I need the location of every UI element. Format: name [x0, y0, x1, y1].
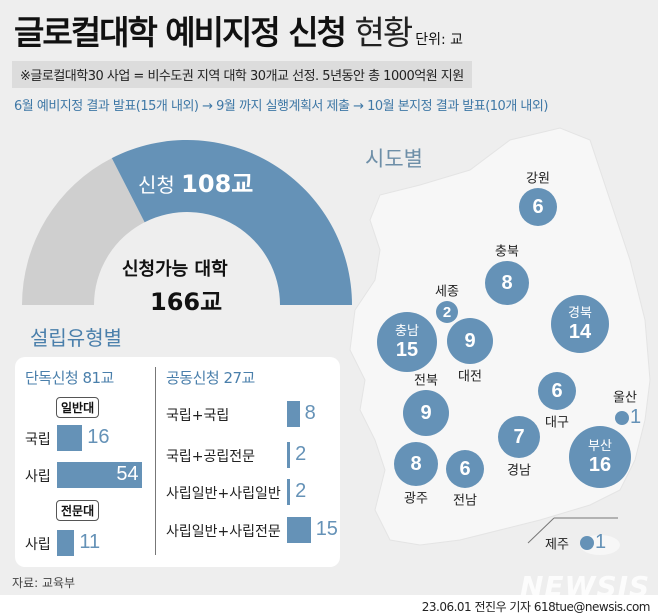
joint-row-label: 사립일반+사립전문 [166, 524, 281, 540]
region-name: 대구 [545, 415, 569, 431]
timeline: 6월 예비지정 결과 발표(15개 내외) → 9월 까지 실행계획서 제출 →… [14, 99, 548, 114]
solo-row-value: 16 [87, 426, 110, 448]
joint-row-bar [287, 479, 291, 505]
solo-row-bar [57, 462, 143, 488]
region-name: 울산 [613, 390, 637, 406]
region-value: 2 [442, 303, 452, 321]
donut-applied-segment [111, 139, 352, 305]
region-value: 15 [395, 338, 419, 361]
applied-label: 신청 108교 [138, 170, 254, 198]
region-bubble: 8 [485, 261, 529, 305]
region-value: 6 [532, 196, 544, 218]
solo-row-bar [57, 425, 83, 451]
region-value: 8 [410, 453, 422, 475]
region-name: 전북 [414, 373, 438, 389]
divider [155, 367, 156, 555]
solo-row-label: 국립 [25, 432, 51, 448]
region-bubble: 부산 16 [569, 426, 631, 488]
region-bubble: 9 [403, 390, 449, 436]
joint-row-bar [287, 401, 300, 427]
region-value: 8 [501, 272, 513, 294]
region-name: 대전 [458, 369, 482, 385]
region-value: 6 [459, 458, 471, 480]
joint-row-value: 15 [315, 518, 338, 540]
region-value: 14 [568, 320, 592, 343]
joint-row-label: 사립일반+사립일반 [166, 486, 281, 502]
region-value: 16 [588, 453, 612, 476]
eligible-value: 166교 [150, 288, 223, 316]
jeju-inset-line [527, 517, 555, 544]
type-section-title: 설립유형별 [30, 326, 122, 350]
joint-row-bar [287, 442, 291, 468]
program-note: ※글로컬대학30 사업 = 비수도권 지역 대학 30개교 선정. 5년동안 총… [12, 61, 472, 88]
joint-row-value: 2 [295, 480, 307, 502]
solo-row-value: 11 [79, 531, 101, 553]
solo-row-label: 사립 [25, 537, 51, 553]
credit: 23.06.01 전진우 기자 618tue@newsis.com [421, 600, 651, 614]
unit-label: 단위: 교 [415, 32, 463, 48]
region-name: 충북 [495, 244, 519, 260]
region-name: 경남 [507, 463, 531, 479]
region-bubble: 2 [436, 301, 458, 323]
region-dot [580, 536, 594, 550]
region-value: 9 [420, 402, 432, 424]
joint-row-label: 국립+공립전문 [166, 449, 256, 465]
region-name: 제주 [545, 537, 569, 553]
region-value: 6 [551, 380, 563, 402]
solo-row-label: 사립 [25, 469, 51, 485]
region-name: 충남 [395, 323, 419, 339]
region-name: 강원 [526, 171, 550, 187]
donut-rest-segment [22, 158, 145, 305]
joint-row-value: 8 [304, 402, 316, 424]
tag-junior: 전문대 [56, 500, 100, 521]
region-value: 1 [630, 406, 642, 428]
solo-row-value: 54 [116, 463, 139, 485]
region-section-title: 시도별 [365, 147, 423, 171]
region-bubble: 9 [447, 318, 493, 364]
region-name: 전남 [453, 493, 477, 509]
region-bubble: 8 [394, 442, 438, 486]
page-title: 글로컬대학 예비지정 신청 현황 단위: 교 [14, 13, 463, 52]
region-bubble: 충남 15 [377, 312, 437, 372]
region-bubble: 6 [446, 450, 484, 488]
solo-row-bar [57, 530, 75, 556]
newsis-watermark: NEWSIS [520, 570, 651, 603]
region-bubble: 경북 14 [551, 295, 609, 353]
infographic: 글로컬대학 예비지정 신청 현황 단위: 교 ※글로컬대학30 사업 = 비수도권… [0, 0, 658, 595]
region-value: 7 [513, 426, 525, 448]
region-name: 세종 [435, 284, 459, 300]
region-value: 9 [464, 330, 476, 352]
region-bubble: 6 [538, 372, 576, 410]
eligible-label: 신청가능 대학 [122, 259, 228, 280]
joint-row-value: 2 [295, 443, 307, 465]
region-bubble: 6 [519, 188, 557, 226]
region-name: 광주 [404, 491, 428, 507]
region-name: 경북 [568, 305, 592, 321]
region-dot [615, 411, 629, 425]
joint-row-label: 국립+국립 [166, 408, 230, 424]
joint-header: 공동신청 27교 [166, 369, 255, 387]
region-bubble: 7 [498, 416, 540, 458]
region-name: 부산 [588, 438, 612, 454]
application-donut [22, 139, 352, 305]
tag-general: 일반대 [56, 397, 100, 418]
source: 자료: 교육부 [12, 576, 76, 590]
region-value: 1 [595, 531, 607, 553]
joint-row-bar [287, 517, 311, 543]
solo-header: 단독신청 81교 [25, 369, 114, 387]
